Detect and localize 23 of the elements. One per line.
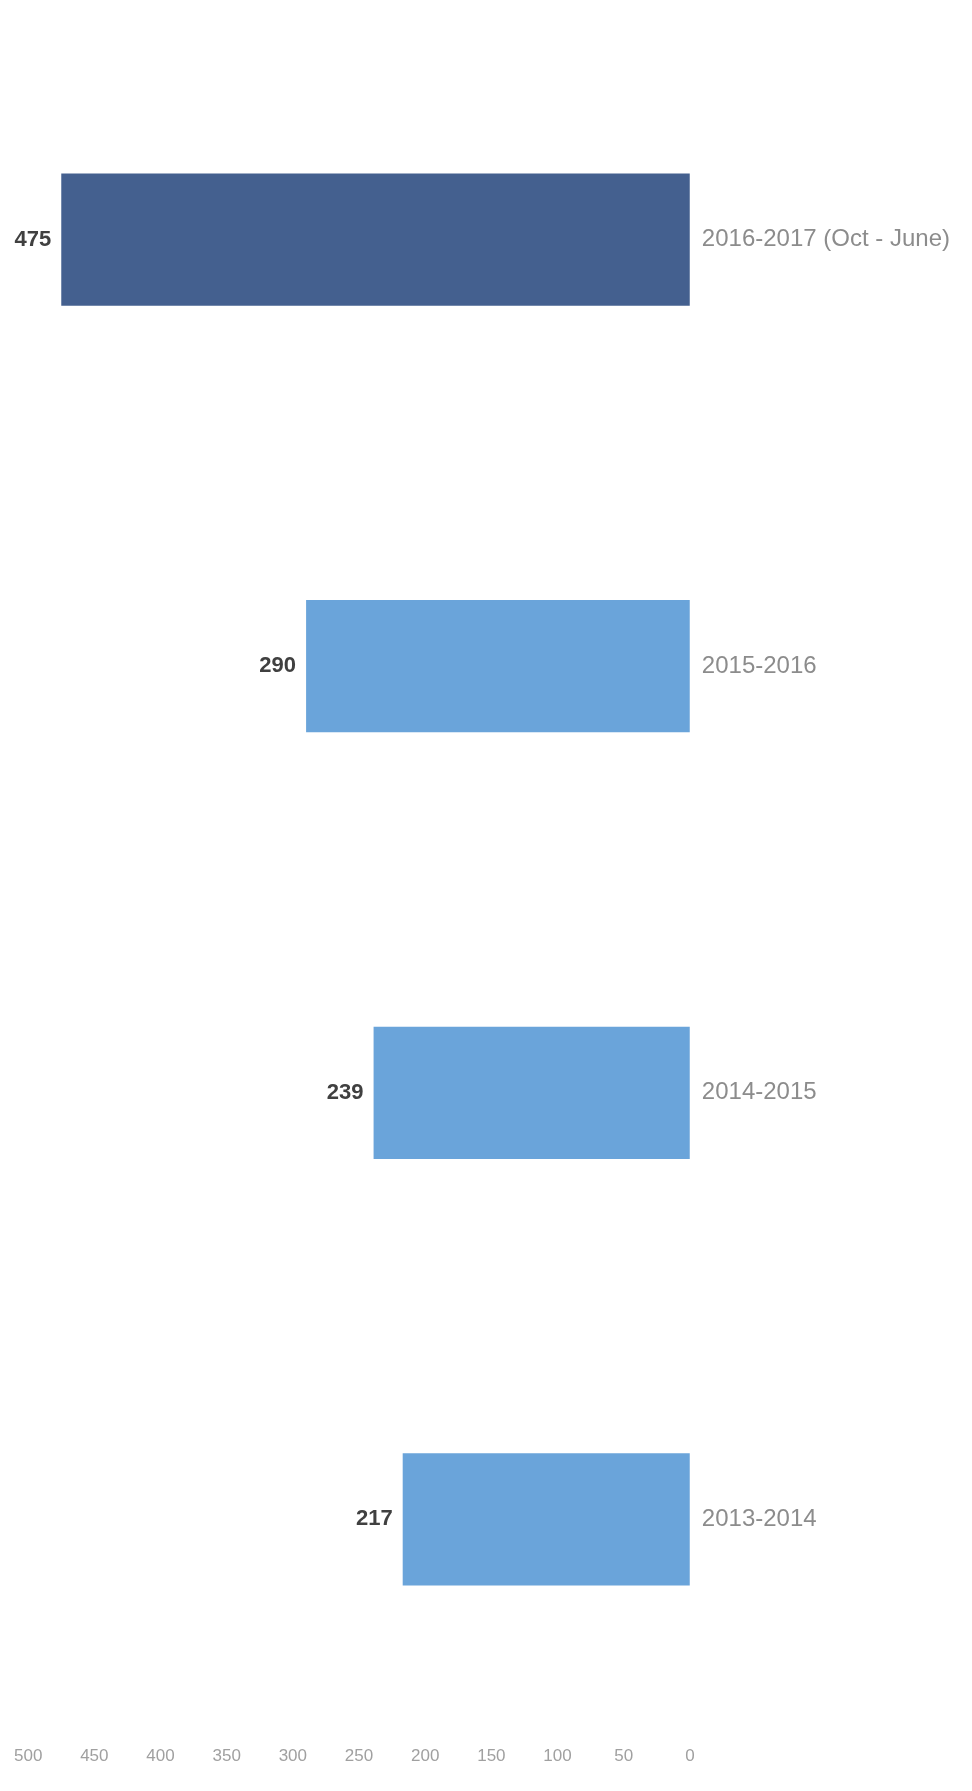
data-label: 217	[355, 1505, 393, 1531]
x-tick-label: 200	[411, 1746, 440, 1766]
x-tick-label: 500	[13, 1746, 43, 1766]
data-label: 290	[259, 652, 297, 678]
bar	[373, 1026, 690, 1159]
bar	[306, 600, 690, 733]
data-label: 475	[14, 225, 52, 251]
x-tick-label: 400	[146, 1746, 175, 1766]
x-tick-label: 300	[278, 1746, 308, 1766]
y-tick-label: 2013-2014	[701, 1503, 817, 1531]
y-tick-label: 2014-2015	[701, 1077, 817, 1105]
x-tick-label: 50	[614, 1746, 634, 1766]
data-label: 239	[326, 1078, 364, 1104]
bar	[402, 1453, 690, 1586]
bar	[61, 173, 690, 306]
x-tick-label: 250	[344, 1746, 374, 1766]
y-tick-label: 2016-2017 (Oct - June)	[701, 224, 951, 252]
x-tick-label: 450	[80, 1746, 109, 1766]
x-tick-label: 350	[212, 1746, 241, 1766]
y-tick-label: 2015-2016	[701, 650, 817, 678]
x-tick-label: 150	[477, 1746, 506, 1766]
x-tick-label: 0	[685, 1746, 695, 1766]
x-tick-label: 100	[543, 1746, 572, 1766]
